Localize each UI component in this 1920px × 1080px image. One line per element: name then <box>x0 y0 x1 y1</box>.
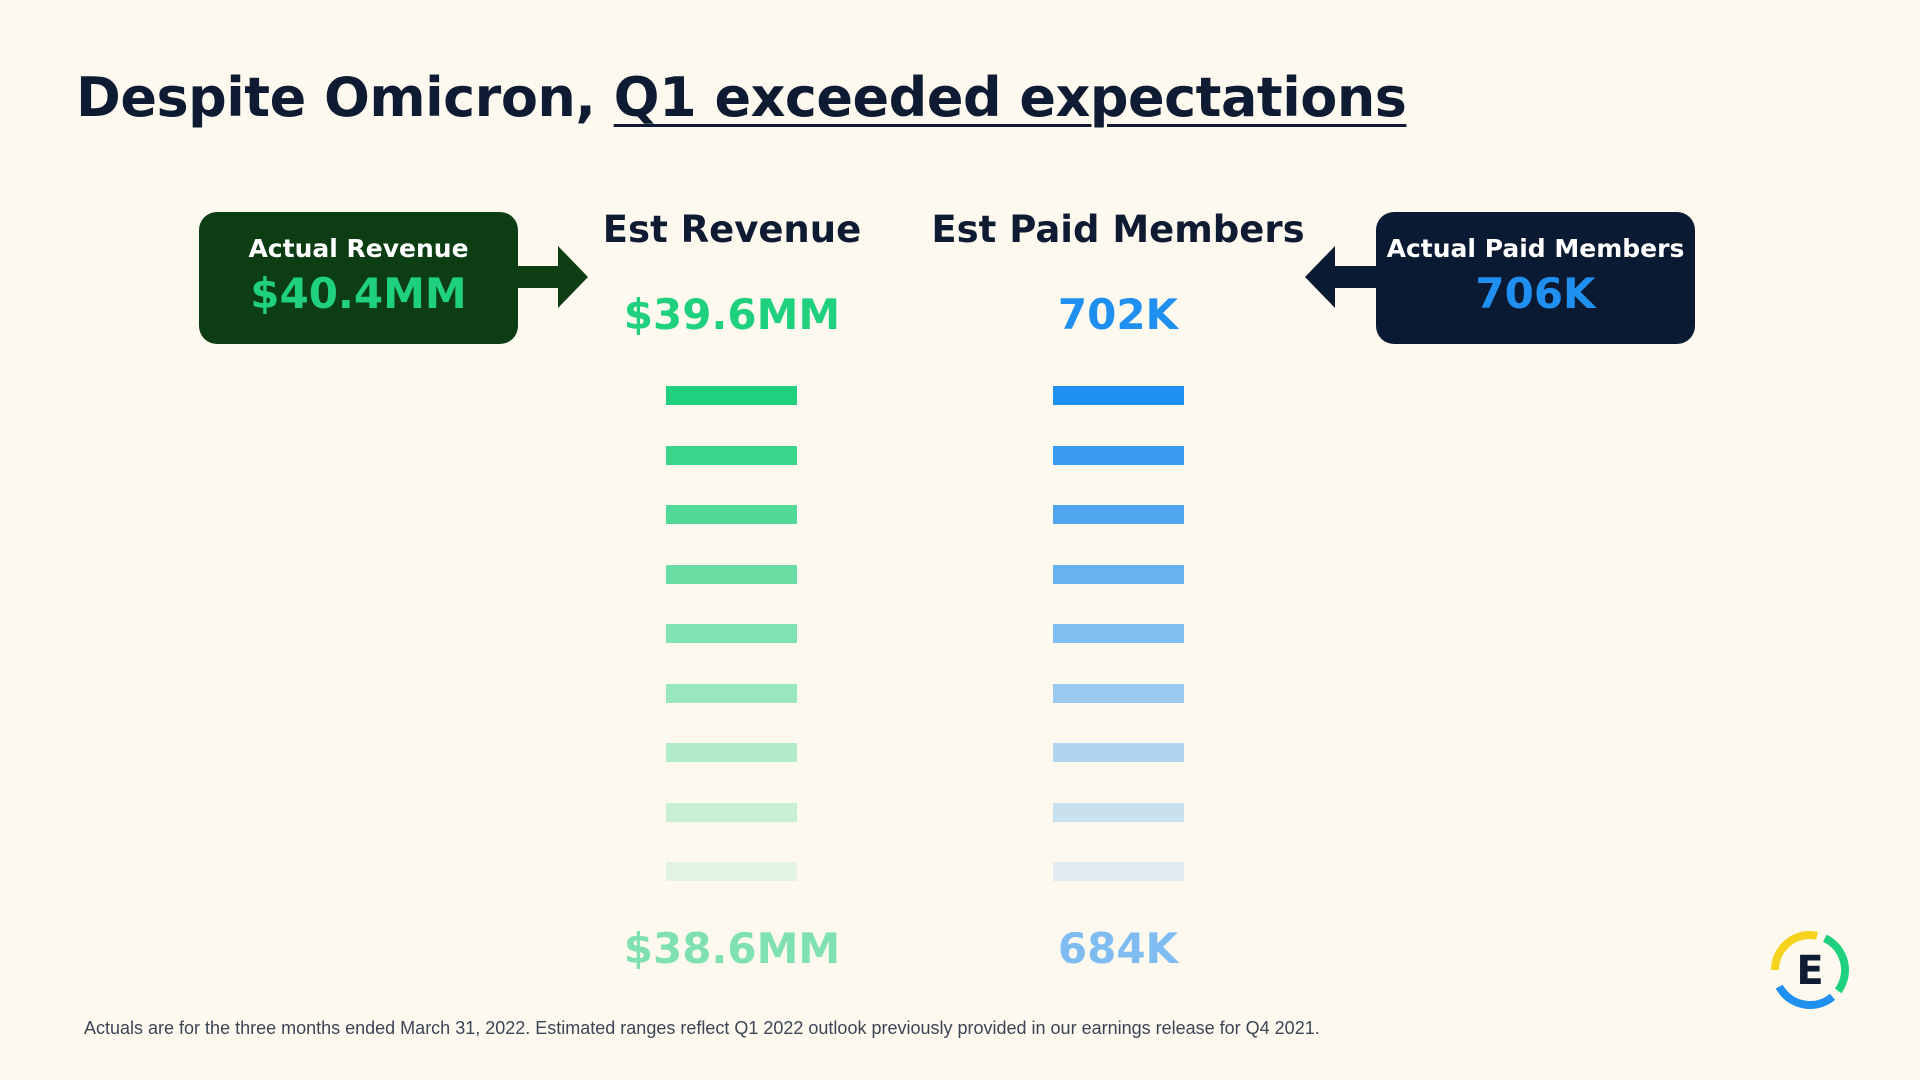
est-paid-members-low: 684K <box>1057 924 1179 973</box>
est-paid-members-range-bar <box>1053 505 1184 524</box>
est-paid-members-heading: Est Paid Members <box>931 208 1305 251</box>
est-paid-members-range-bar <box>1053 802 1184 822</box>
est-revenue-heading: Est Revenue <box>602 208 862 251</box>
actual-paid-members-label: Actual Paid Members <box>1386 234 1685 263</box>
est-paid-members-range-bar <box>1053 445 1184 465</box>
est-paid-members-high: 702K <box>1057 290 1179 339</box>
page-title: Despite Omicron, Q1 exceeded expectation… <box>76 66 1407 129</box>
arrow-right-icon <box>516 246 588 308</box>
title-highlight: Q1 exceeded expectations <box>613 66 1407 129</box>
est-revenue-range-bar <box>666 624 797 643</box>
est-revenue-range-bar <box>666 862 797 881</box>
est-revenue-low: $38.6MM <box>623 924 841 973</box>
est-paid-members-range-bar <box>1053 564 1184 584</box>
est-paid-members-range-bars <box>1053 386 1184 886</box>
est-paid-members-range-bar <box>1053 386 1184 405</box>
actual-paid-members-callout: Actual Paid Members 706K <box>1376 212 1695 344</box>
est-revenue-range-bar <box>666 564 797 584</box>
est-revenue-range-bar <box>666 683 797 703</box>
est-revenue-range-bar <box>666 802 797 822</box>
est-revenue-range-bar <box>666 743 797 762</box>
actual-paid-members-value: 706K <box>1475 269 1596 318</box>
actual-revenue-value: $40.4MM <box>250 269 467 318</box>
company-logo-icon: E <box>1768 928 1852 1012</box>
est-revenue-high: $39.6MM <box>623 290 841 339</box>
title-prefix: Despite Omicron, <box>76 66 614 129</box>
est-revenue-range-bar <box>666 445 797 465</box>
est-paid-members-range-bar <box>1053 624 1184 643</box>
actual-revenue-label: Actual Revenue <box>248 234 469 263</box>
footnote: Actuals are for the three months ended M… <box>84 1018 1320 1038</box>
actual-revenue-callout: Actual Revenue $40.4MM <box>199 212 518 344</box>
est-revenue-range-bars <box>666 386 797 886</box>
est-revenue-range-bar <box>666 505 797 524</box>
arrow-left-icon <box>1305 246 1377 308</box>
est-revenue-range-bar <box>666 386 797 405</box>
est-paid-members-range-bar <box>1053 683 1184 703</box>
logo-letter: E <box>1796 948 1823 994</box>
est-paid-members-range-bar <box>1053 862 1184 881</box>
est-paid-members-range-bar <box>1053 743 1184 762</box>
